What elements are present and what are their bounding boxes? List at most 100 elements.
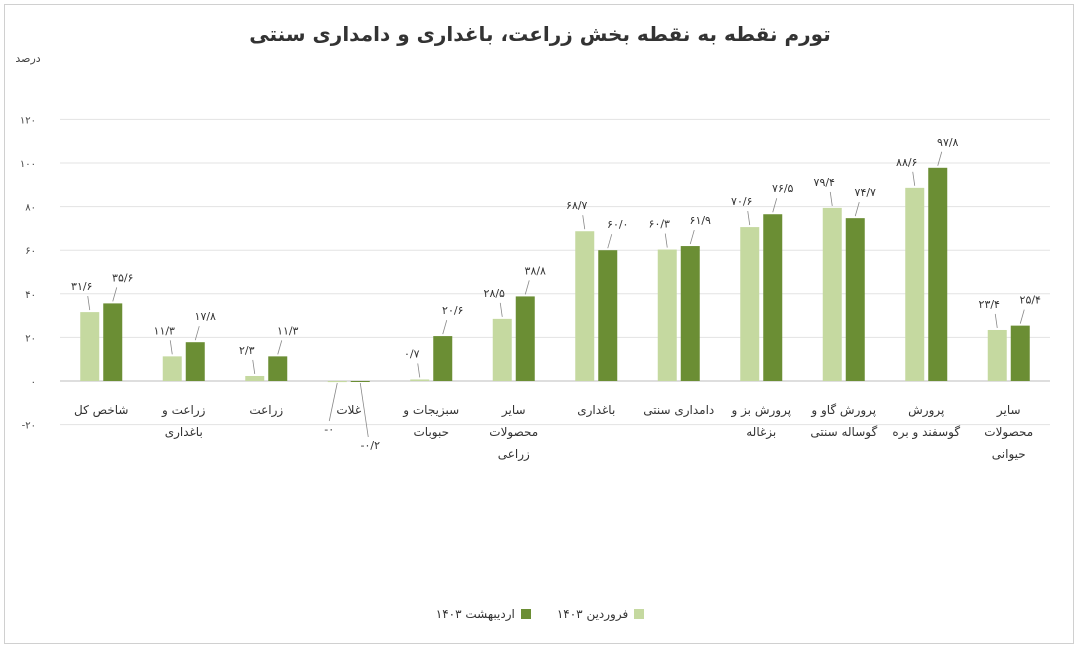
data-label: ۶۰/۰ (607, 218, 628, 231)
data-label: ۶۸/۷ (566, 199, 588, 212)
chart-frame (4, 4, 1074, 644)
data-label-leader (328, 382, 338, 422)
data-label-leader (169, 340, 173, 355)
data-label-leader (994, 313, 998, 329)
legend-label-series-2: اردیبهشت ۱۴۰۳ (435, 607, 515, 621)
bar (410, 379, 430, 381)
data-label-leader (194, 326, 200, 341)
y-tick-label: ۱۲۰ (20, 115, 36, 126)
x-tick-label: باغداری (165, 425, 203, 440)
data-label-leader (937, 151, 943, 166)
y-tick-label: ۸۰ (25, 203, 36, 214)
x-tick-label: سایر (996, 403, 1021, 418)
bar (80, 312, 100, 381)
bar (268, 356, 288, 381)
data-label-leader (664, 233, 668, 248)
bar (845, 218, 865, 381)
data-label: ۷۰/۶ (731, 195, 752, 208)
bar (822, 207, 842, 381)
bar (1010, 325, 1030, 381)
legend-item-series-2: اردیبهشت ۱۴۰۳ (436, 607, 531, 621)
data-label: ۲/۳ (239, 344, 255, 357)
y-tick-label: ۰ (31, 377, 36, 388)
y-axis-label: درصد (15, 52, 40, 65)
data-label-leader (442, 319, 448, 335)
data-label: ۸۸/۶ (896, 156, 917, 169)
bar (350, 381, 370, 382)
data-label-leader (829, 191, 833, 206)
y-tick-label: ۲۰ (25, 333, 36, 344)
bar (162, 356, 182, 381)
x-tick-label: پرورش بز و (730, 403, 791, 418)
data-label: ۲۳/۴ (979, 298, 1001, 311)
x-tick-label: پرورش (908, 403, 944, 418)
data-label: ۳۱/۶ (71, 280, 92, 293)
chart-title: تورم نقطه به نقطه بخش زراعت، باغداری و د… (249, 22, 831, 46)
bar (928, 167, 948, 381)
data-label-leader (524, 280, 530, 295)
bar (987, 329, 1007, 381)
bar (905, 187, 925, 381)
data-label: ۲۵/۴ (1020, 294, 1042, 307)
data-label: ۱۷/۸ (195, 310, 217, 323)
bar (327, 381, 347, 383)
x-tick-label: زراعت و (161, 403, 206, 418)
data-label-leader (252, 359, 256, 375)
legend-label-series-1: فروردین ۱۴۰۳ (556, 607, 629, 621)
data-label: ۰/۷ (404, 347, 420, 360)
y-tick-label: -۲۰ (22, 421, 36, 432)
data-label: -۰ (324, 423, 334, 436)
data-label-leader (689, 229, 695, 245)
bar (740, 227, 760, 381)
x-tick-label: حبوبات (413, 425, 449, 440)
data-label-leader (359, 382, 369, 438)
bar (103, 303, 123, 381)
x-tick-label: حیوانی (992, 447, 1026, 462)
data-label-leader (277, 340, 283, 355)
data-label: ۷۶/۵ (772, 182, 794, 195)
data-label-leader (772, 198, 778, 213)
data-label-leader (1019, 309, 1025, 324)
data-label: ۲۸/۵ (484, 287, 506, 300)
x-tick-label: محصولات (984, 425, 1033, 440)
data-label: ۶۱/۹ (690, 214, 712, 227)
data-label-leader (499, 302, 503, 317)
x-tick-label: گوسفند و بره (892, 425, 960, 440)
data-label-leader (582, 215, 586, 230)
bar (492, 318, 512, 381)
data-label-leader (912, 171, 916, 186)
data-label-leader (747, 211, 751, 226)
x-tick-label: دامداری سنتی (643, 403, 714, 418)
x-tick-label: بزغاله (746, 425, 776, 440)
y-tick-label: ۴۰ (25, 290, 36, 301)
bar (680, 246, 700, 381)
x-tick-label: گوساله سنتی (810, 425, 877, 440)
y-tick-label: ۱۰۰ (20, 159, 36, 170)
legend-swatch-series-2 (520, 609, 531, 619)
data-label-leader (854, 202, 860, 217)
legend-swatch-series-1 (634, 609, 645, 619)
data-label: ۷۴/۷ (855, 186, 877, 199)
y-tick-label: ۶۰ (25, 246, 36, 257)
data-label: ۳۸/۸ (525, 264, 547, 277)
x-tick-label: شاخص کل (74, 403, 128, 418)
legend-item-series-1: فروردین ۱۴۰۳ (556, 607, 645, 621)
data-label-leader (607, 234, 613, 249)
data-label: ۷۹/۴ (814, 176, 836, 189)
x-tick-label: غلات (336, 403, 361, 417)
x-tick-label: محصولات (489, 425, 538, 440)
x-tick-label: سبزیجات و (402, 403, 459, 418)
bar (515, 296, 535, 381)
bar (245, 375, 265, 381)
data-label: ۱۱/۳ (277, 324, 299, 337)
data-label-leader (112, 287, 118, 302)
x-tick-label: زراعی (498, 447, 530, 462)
bar (763, 214, 783, 381)
bar (185, 342, 205, 381)
legend: فروردین ۱۴۰۳ اردیبهشت ۱۴۰۳ (0, 607, 1080, 621)
bar (575, 231, 595, 381)
x-tick-label: باغداری (577, 403, 615, 418)
bar (433, 336, 453, 381)
bar (598, 250, 618, 381)
data-label: -۰/۲ (361, 439, 381, 452)
